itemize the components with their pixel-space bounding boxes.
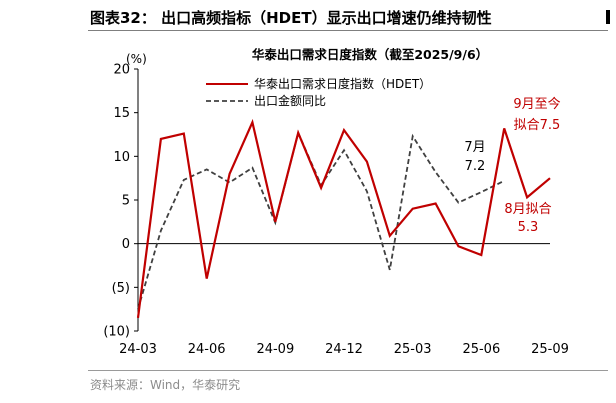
- y-tick-label: (10): [103, 325, 130, 340]
- y-axis-label: (%): [126, 52, 147, 66]
- title-divider: [88, 30, 608, 31]
- annotation-aug-label: 8月拟合: [504, 202, 551, 217]
- source-note: 资料来源：Wind，华泰研究: [90, 378, 241, 392]
- legend: 华泰出口需求日度指数（HDET） 出口金额同比: [206, 76, 431, 108]
- series-line-export-yoy: [137, 130, 505, 310]
- x-tick-label: 24-06: [188, 342, 226, 357]
- x-tick-label: 25-06: [462, 342, 500, 357]
- source-divider: [88, 370, 608, 371]
- chart-title: 华泰出口需求日度指数（截至2025/9/6）: [252, 47, 488, 62]
- axes-layer: (10) (5) 0 5 10 15 20 24-03 24-06 24-09 24-12 25-03…: [103, 63, 569, 358]
- annotation-aug-value: 5.3: [518, 220, 539, 235]
- series-line-hdet: [136, 118, 551, 319]
- y-tick-label: 15: [113, 106, 130, 121]
- figure-title: 图表32： 出口高频指标（HDET）显示出口增速仍维持韧性: [90, 9, 492, 27]
- annotation-sep-label: 9月至今: [513, 96, 560, 112]
- legend-label-export: 出口金额同比: [254, 93, 326, 108]
- x-tick-label: 25-09: [531, 342, 569, 357]
- x-tick-label: 24-03: [119, 342, 157, 357]
- x-tick-label: 24-09: [256, 342, 294, 357]
- y-tick-label: (5): [112, 281, 130, 296]
- y-tick-label: 20: [113, 63, 130, 78]
- y-tick-label: 10: [113, 150, 130, 165]
- annotations: 7月 7.2 9月至今 拟合7.5 8月拟合 5.3: [464, 96, 560, 235]
- annotation-july-value: 7.2: [465, 159, 486, 174]
- y-tick-label: 0: [122, 237, 130, 252]
- x-tick-label: 25-03: [394, 342, 432, 357]
- annotation-july-label: 7月: [464, 140, 485, 155]
- next-figure-edge: [606, 10, 610, 24]
- legend-label-hdet: 华泰出口需求日度指数（HDET）: [254, 76, 431, 91]
- y-tick-label: 5: [122, 194, 130, 209]
- series-layer: [136, 118, 551, 319]
- x-tick-label: 24-12: [325, 342, 363, 357]
- annotation-sep-value: 拟合7.5: [514, 118, 561, 133]
